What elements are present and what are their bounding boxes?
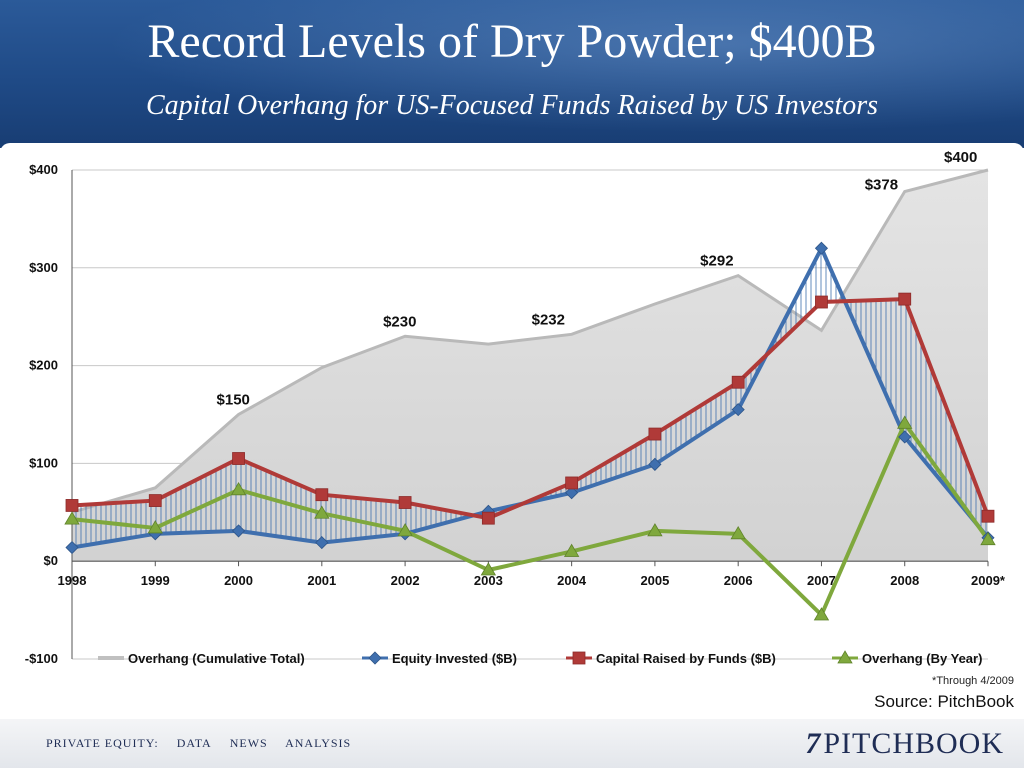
slide-header: Record Levels of Dry Powder; $400B Capit…: [0, 0, 1024, 148]
point-square: [731, 375, 745, 389]
chart-panel: -$100 $0 $100 $200 $300 $400 1998 1999 2000 2001 2…: [0, 143, 1024, 719]
y-tick-label: -$100: [25, 651, 58, 666]
series-line-triangle: [71, 421, 990, 617]
y-tick-label: $400: [29, 162, 58, 177]
pitchbook-logo-icon: 7: [805, 727, 822, 760]
legend-item: Overhang (Cumulative Total): [98, 651, 305, 666]
data-label: $230: [383, 313, 416, 330]
x-tick-label: 2009*: [971, 573, 1006, 588]
point-triangle: [730, 526, 746, 540]
pitchbook-logo-text: PITCHBOOK: [823, 727, 1004, 760]
footer-nav-label: PRIVATE EQUITY:: [46, 736, 159, 750]
point-square: [898, 292, 912, 306]
x-tick-label: 2005: [640, 573, 669, 588]
point-square: [481, 511, 495, 525]
legend-item: Capital Raised by Funds ($B): [566, 651, 776, 666]
legend-item: Equity Invested ($B): [362, 651, 517, 666]
point-diamond: [648, 457, 662, 471]
y-tick-label: $100: [29, 455, 58, 470]
x-tick-label: 2003: [474, 573, 503, 588]
point-square: [398, 496, 412, 509]
point-triangle: [230, 482, 247, 496]
y-tick-label: $0: [44, 553, 58, 568]
data-label: $400: [944, 149, 977, 166]
overhang-cumulative-area: [72, 170, 988, 562]
point-diamond: [315, 536, 329, 550]
pitchbook-logo: 7PITCHBOOK: [805, 727, 1004, 761]
point-square: [148, 494, 162, 507]
point-triangle: [647, 523, 663, 537]
point-diamond: [814, 241, 829, 255]
through-note: *Through 4/2009: [932, 675, 1014, 687]
point-diamond: [731, 403, 745, 417]
point-square: [315, 488, 329, 502]
point-diamond: [231, 524, 246, 538]
x-tick-label: 2004: [557, 573, 587, 588]
data-label: $150: [217, 392, 250, 409]
footer-nav-analysis[interactable]: ANALYSIS: [285, 736, 352, 750]
point-square: [648, 427, 662, 441]
point-diamond: [898, 430, 912, 444]
point-triangle: [980, 531, 996, 546]
point-triangle: [147, 520, 163, 534]
point-diamond: [65, 540, 79, 555]
point-triangle: [314, 505, 330, 519]
y-tick-label: $200: [29, 358, 58, 373]
x-tick-label: 2001: [307, 573, 336, 588]
point-square: [981, 509, 995, 523]
point-square: [565, 476, 579, 490]
point-diamond: [565, 486, 579, 500]
point-square: [65, 499, 79, 512]
point-triangle: [64, 511, 80, 525]
point-triangle: [397, 523, 413, 537]
legend-label: Capital Raised by Funds ($B): [596, 651, 776, 666]
footer-nav-data[interactable]: DATA: [176, 736, 212, 750]
source-note: Source: PitchBook: [874, 692, 1014, 711]
legend-marker: [572, 651, 586, 665]
point-triangle: [563, 543, 580, 557]
legend-label: Overhang (By Year): [862, 651, 982, 666]
series-line-square: [71, 297, 990, 521]
x-tick-label: 1998: [58, 573, 87, 588]
x-tick-label: 2000: [224, 573, 253, 588]
footer-bar: PRIVATE EQUITY: DATA NEWS ANALYSIS 7PITC…: [0, 719, 1024, 768]
data-label: $232: [532, 311, 565, 328]
header-glow: [0, 0, 1024, 148]
x-tick-label: 2006: [724, 573, 753, 588]
legend-label: Equity Invested ($B): [392, 651, 517, 666]
x-tick-label: 2008: [890, 573, 919, 588]
point-triangle: [480, 562, 497, 576]
point-triangle: [897, 415, 913, 429]
footer-nav: PRIVATE EQUITY: DATA NEWS ANALYSIS: [46, 736, 365, 751]
data-label: $292: [700, 253, 733, 270]
x-tick-label: 1999: [141, 573, 170, 588]
footer-nav-news[interactable]: NEWS: [229, 736, 268, 750]
legend-label: Overhang (Cumulative Total): [128, 651, 305, 666]
legend-marker: [368, 651, 382, 665]
point-triangle: [813, 607, 830, 621]
overhang-hatch-band: [72, 248, 988, 548]
point-square: [232, 452, 245, 465]
legend-item: Overhang (By Year): [832, 650, 982, 666]
data-label: $378: [865, 177, 898, 194]
overhang-cumulative-edge: [71, 168, 989, 514]
x-tick-label: 2002: [391, 573, 420, 588]
y-tick-label: $300: [29, 260, 58, 275]
legend-marker: [837, 650, 853, 664]
slide-title: Record Levels of Dry Powder; $400B: [147, 15, 877, 68]
x-tick-label: 2007: [807, 573, 836, 588]
slide-subtitle: Capital Overhang for US-Focused Funds Ra…: [145, 90, 879, 121]
point-square: [815, 295, 828, 309]
chart-svg: -$100 $0 $100 $200 $300 $400 1998 1999 2000 2001 2…: [25, 149, 1015, 711]
